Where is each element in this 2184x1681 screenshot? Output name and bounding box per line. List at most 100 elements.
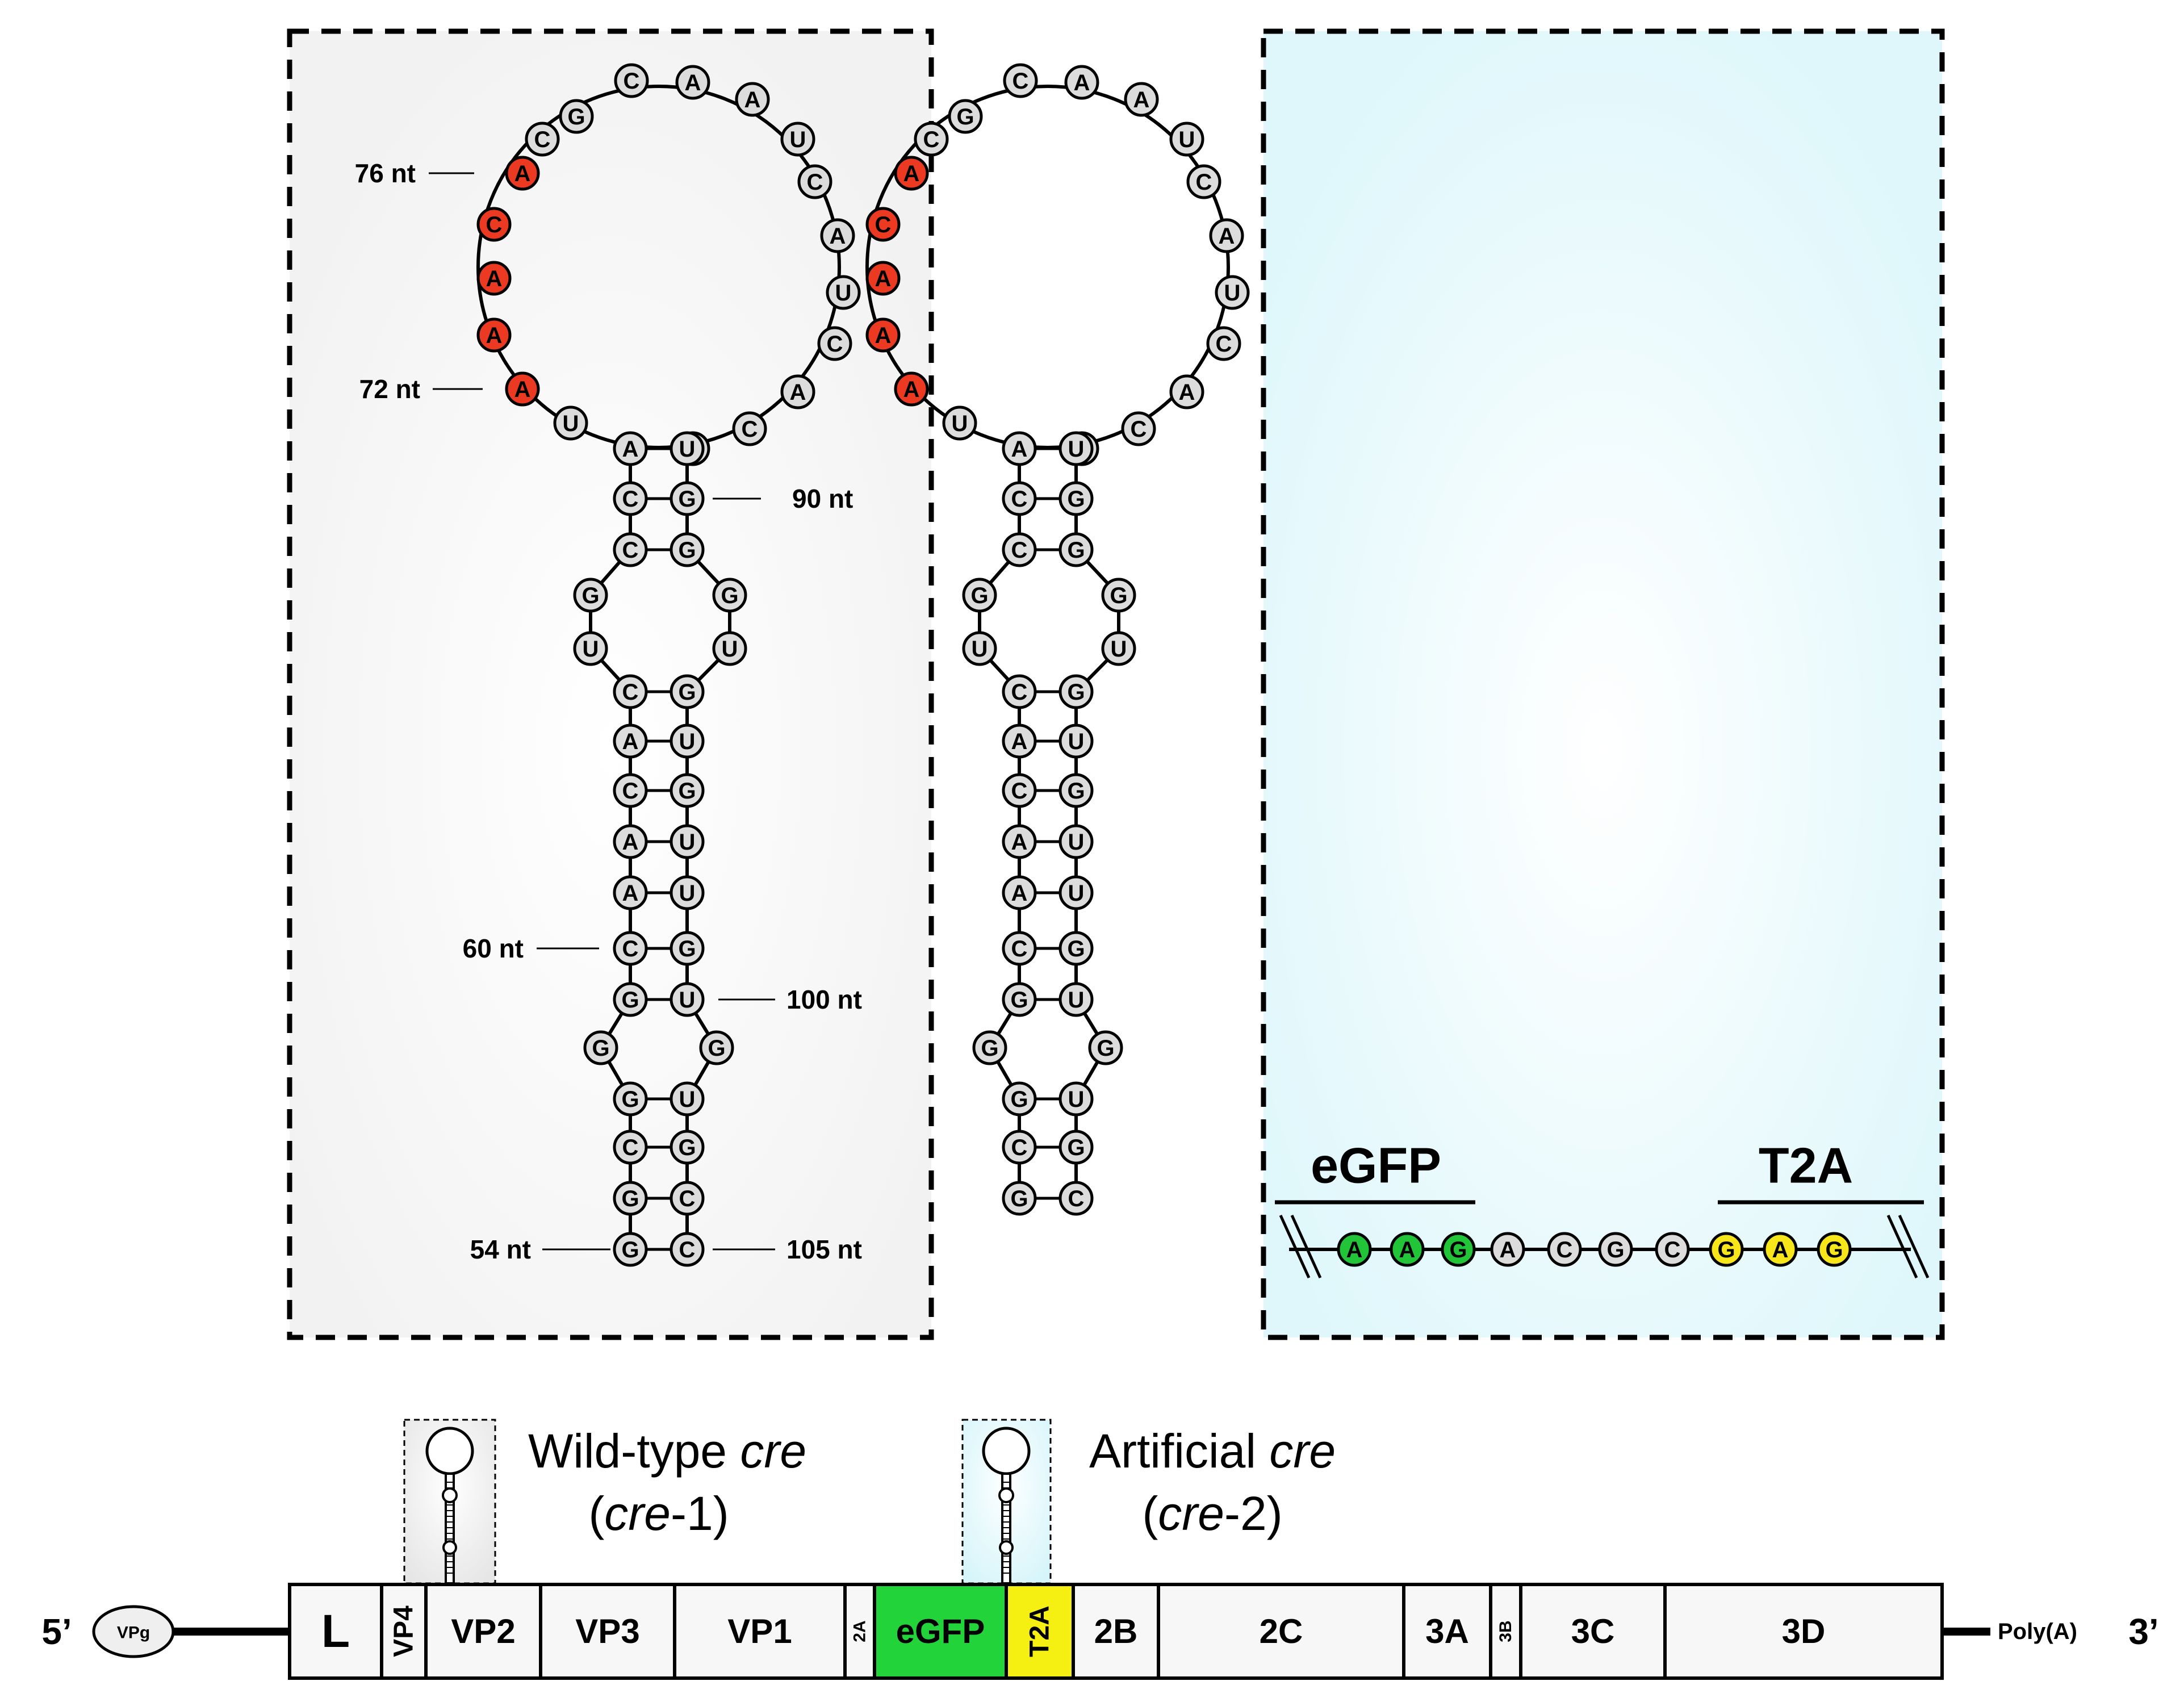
left_panel-stem-right-nt-letter: U <box>679 988 696 1013</box>
left_panel-loop-nt-letter: A <box>514 377 531 402</box>
left_panel-loop-nt-letter: A <box>685 70 701 95</box>
right_panel-loop-nt: A <box>865 317 901 353</box>
segment-label: 2B <box>1094 1612 1138 1650</box>
left_panel-stem-left-nt-letter: G <box>621 1087 639 1112</box>
genome-segments: L VP4 VP2 VP3 VP1 2A eGFP T2A 2B 2C 3A 3B 3C 3D <box>288 1583 1944 1680</box>
right_panel-stem-right-nt: G <box>1058 1130 1094 1165</box>
left_panel-stem-right-nt: U <box>670 431 705 466</box>
right_panel-stem-right-nt-letter: U <box>1068 1087 1085 1112</box>
egfp-region-label: eGFP <box>1311 1138 1441 1194</box>
right_panel-stem-right-nt-letter: U <box>1068 881 1085 906</box>
right_panel-stem-left-nt: A <box>1002 724 1037 759</box>
segment-l: L <box>288 1583 383 1680</box>
right_panel-stem-right-nt: U <box>1058 982 1094 1017</box>
right_panel-stem-left-nt: U <box>962 631 997 666</box>
segment-label: L <box>321 1605 350 1657</box>
left_panel-stem-left-nt: C <box>613 931 648 966</box>
right_panel-stem-left-nt-letter: C <box>1011 779 1028 804</box>
left_panel-stem-left-nt: G <box>613 1232 648 1267</box>
right_panel-stem-left-nt: G <box>1002 982 1037 1017</box>
left_panel-stem-left-nt: A <box>613 724 648 759</box>
segment-label: VP4 <box>389 1605 419 1657</box>
left_panel-stem-right-nt-letter: U <box>679 729 696 754</box>
left_panel-stem-left-nt-letter: C <box>622 936 639 961</box>
right_panel-loop-nt: A <box>865 261 901 296</box>
left_panel-stem-right-nt: G <box>712 578 747 613</box>
right_panel-loop-nt-letter: C <box>1131 417 1147 442</box>
right_panel-loop-nt-letter: C <box>1196 170 1212 195</box>
linear-nt: A <box>1490 1232 1525 1267</box>
linear-nt-letter: A <box>1399 1237 1416 1262</box>
segment-label: eGFP <box>896 1612 985 1650</box>
left_panel-loop-nt-letter: C <box>827 332 843 357</box>
three-prime-label: 3’ <box>2128 1611 2158 1652</box>
left_panel-loop-nt-letter: A <box>486 266 503 291</box>
left_panel-stem-left-nt: C <box>613 532 648 567</box>
left_panel-stem-left-nt-letter: G <box>621 988 639 1013</box>
right_panel-stem-right-nt-letter: G <box>1110 583 1127 608</box>
linear-nt: C <box>1547 1232 1582 1267</box>
right_panel-stem-left-nt-letter: C <box>1011 936 1028 961</box>
left_panel-loop-nt: G <box>559 99 594 134</box>
left_panel-stem-left-nt-letter: C <box>622 680 639 705</box>
linear-nt-letter: C <box>1557 1237 1573 1262</box>
right_panel-stem-left-nt: C <box>1002 1130 1037 1165</box>
right_panel-stem-right-nt-letter: G <box>1067 538 1085 563</box>
left_panel-loop-nt-letter: C <box>534 127 551 152</box>
segment-label: VP3 <box>575 1612 639 1650</box>
right_panel-stem-left-nt-letter: C <box>1011 680 1028 705</box>
right_panel-stem-right-nt: G <box>1058 773 1094 808</box>
left_panel-loop-nt: C <box>732 411 767 446</box>
segment-label: VP2 <box>451 1612 515 1650</box>
right_panel-stem-right-nt-letter: U <box>1068 988 1085 1013</box>
left_panel-stem-right-nt-letter: G <box>678 1135 696 1160</box>
right_panel-loop-nt: A <box>1169 374 1204 409</box>
linear-nt: G <box>1598 1232 1633 1267</box>
right_panel-loop-nt: A <box>1064 65 1099 100</box>
left_panel-loop-nt: C <box>797 164 832 199</box>
linear-nt-letter: A <box>1500 1237 1516 1262</box>
left_panel-loop-nt: C <box>614 63 649 98</box>
linear-nt: G <box>1817 1232 1852 1267</box>
label-90-nt: 90 nt <box>792 484 853 513</box>
right_panel-loop-nt: G <box>948 99 983 134</box>
left_panel-stem-left-nt: U <box>573 631 608 666</box>
right_panel-stem-left-nt: A <box>1002 875 1037 910</box>
right_panel-stem-right-nt: G <box>1058 481 1094 516</box>
right_panel-stem-right-nt-letter: G <box>1067 487 1085 512</box>
right_panel-loop-nt: C <box>914 122 949 157</box>
segment-3d: 3D <box>1663 1583 1944 1680</box>
left_panel-stem-left-nt-letter: U <box>583 637 599 662</box>
right_panel-stem-left-nt-letter: G <box>1010 1186 1028 1211</box>
left_panel-stem-right-nt-letter: G <box>678 936 696 961</box>
right_panel-loop-nt: C <box>1003 63 1038 98</box>
right_panel-loop-nt-letter: A <box>1179 380 1195 405</box>
right_panel-stem-right-nt-letter: U <box>1068 830 1085 855</box>
left_panel-stem-left-nt: G <box>613 982 648 1017</box>
right_panel-stem-right-nt: U <box>1058 1081 1094 1117</box>
left_panel-stem-right-nt-letter: G <box>721 583 738 608</box>
right_panel-loop-nt-letter: C <box>923 127 940 152</box>
segment-vp3: VP3 <box>539 1583 676 1680</box>
right_panel-stem-right-nt-letter: U <box>1111 637 1127 662</box>
break-mark-left <box>1279 1214 1311 1279</box>
right_panel-loop-nt: C <box>1121 411 1156 446</box>
linear-nt: G <box>1441 1232 1476 1267</box>
linear-nt: A <box>1763 1232 1798 1267</box>
left_panel-loop-nt: A <box>675 65 710 100</box>
label-105-nt: 105 nt <box>786 1235 862 1264</box>
left_panel-stem-right-nt-letter: U <box>722 637 738 662</box>
right_panel-stem-left-nt: C <box>1002 931 1037 966</box>
label-72-nt: 72 nt <box>359 374 420 404</box>
left_panel-stem-right-nt: C <box>670 1181 705 1216</box>
right_panel-loop-nt-letter: A <box>875 323 892 348</box>
left_panel-loop-nt: C <box>476 207 512 242</box>
segment-t2a: T2A <box>1005 1583 1075 1680</box>
left_panel-stem-right-nt: U <box>712 631 747 666</box>
artificial-cre-caption-line1: Artificial cre <box>1089 1424 1336 1478</box>
right_panel-stem-right-nt: G <box>1101 578 1136 613</box>
left_panel-loop-nt-letter: U <box>790 127 806 152</box>
linear-nt-letter: A <box>1346 1237 1363 1262</box>
artificial-cre-mini <box>961 1419 1052 1584</box>
right_panel-loop-nt: C <box>1186 164 1221 199</box>
